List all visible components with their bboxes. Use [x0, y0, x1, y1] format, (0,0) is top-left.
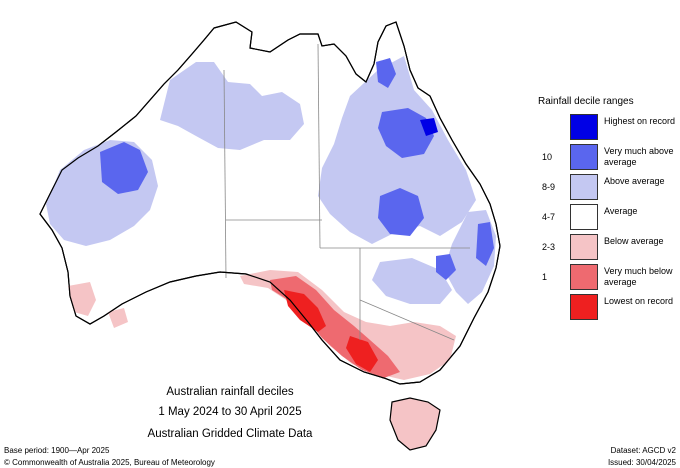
- legend-decile: 4-7: [542, 212, 556, 222]
- below-average-southwest: [68, 282, 96, 316]
- dataset-label: Dataset: AGCD v2: [610, 446, 676, 455]
- legend-swatch: [570, 294, 598, 320]
- base-period: Base period: 1900—Apr 2025: [4, 446, 110, 455]
- very-much-above-inland: [436, 254, 456, 280]
- map-title: Australian rainfall deciles: [166, 386, 294, 398]
- legend-label: Below average: [604, 236, 664, 246]
- legend-label: Very much below average: [604, 266, 673, 287]
- coastline: [39, 21, 501, 385]
- below-average-south-wa: [108, 308, 128, 328]
- legend-decile: 10: [542, 152, 553, 162]
- state-borders: [223, 43, 470, 341]
- very-much-above-east: [476, 222, 494, 266]
- legend-label: Above average: [604, 176, 665, 186]
- legend-title: Rainfall decile ranges: [538, 96, 634, 107]
- legend-swatch: [570, 144, 598, 170]
- map-dataset-caption: Australian Gridded Climate Data: [147, 428, 313, 440]
- map-period: 1 May 2024 to 30 April 2025: [158, 406, 302, 418]
- lowest-on-record-victoria: [346, 336, 378, 372]
- legend-swatch: [570, 264, 598, 290]
- legend-swatch: [570, 114, 598, 140]
- legend-swatch: [570, 234, 598, 260]
- lowest-on-record-south: [284, 290, 326, 332]
- legend-label: Average: [604, 206, 638, 216]
- legend-decile: 2-3: [542, 242, 556, 252]
- copyright: © Commonwealth of Australia 2025, Bureau…: [4, 458, 215, 467]
- legend-decile: 1: [542, 272, 548, 282]
- legend-swatch: [570, 204, 598, 230]
- very-much-above-kimberley: [100, 142, 148, 194]
- very-much-above-north-qld: [378, 108, 434, 158]
- legend-swatch: [570, 174, 598, 200]
- legend-label: Highest on record: [604, 116, 676, 126]
- legend-decile: 8-9: [542, 182, 556, 192]
- tasmania: [389, 397, 441, 451]
- highest-on-record-qld: [420, 118, 438, 136]
- above-average-south-inland: [372, 258, 452, 304]
- legend-label: Lowest on record: [604, 296, 674, 306]
- very-much-above-central-qld: [378, 188, 424, 236]
- very-much-above-cape-york: [376, 58, 396, 88]
- issued-date: Issued: 30/04/2025: [607, 458, 676, 467]
- legend-label: Very much above average: [604, 146, 674, 167]
- above-average-north: [160, 62, 304, 150]
